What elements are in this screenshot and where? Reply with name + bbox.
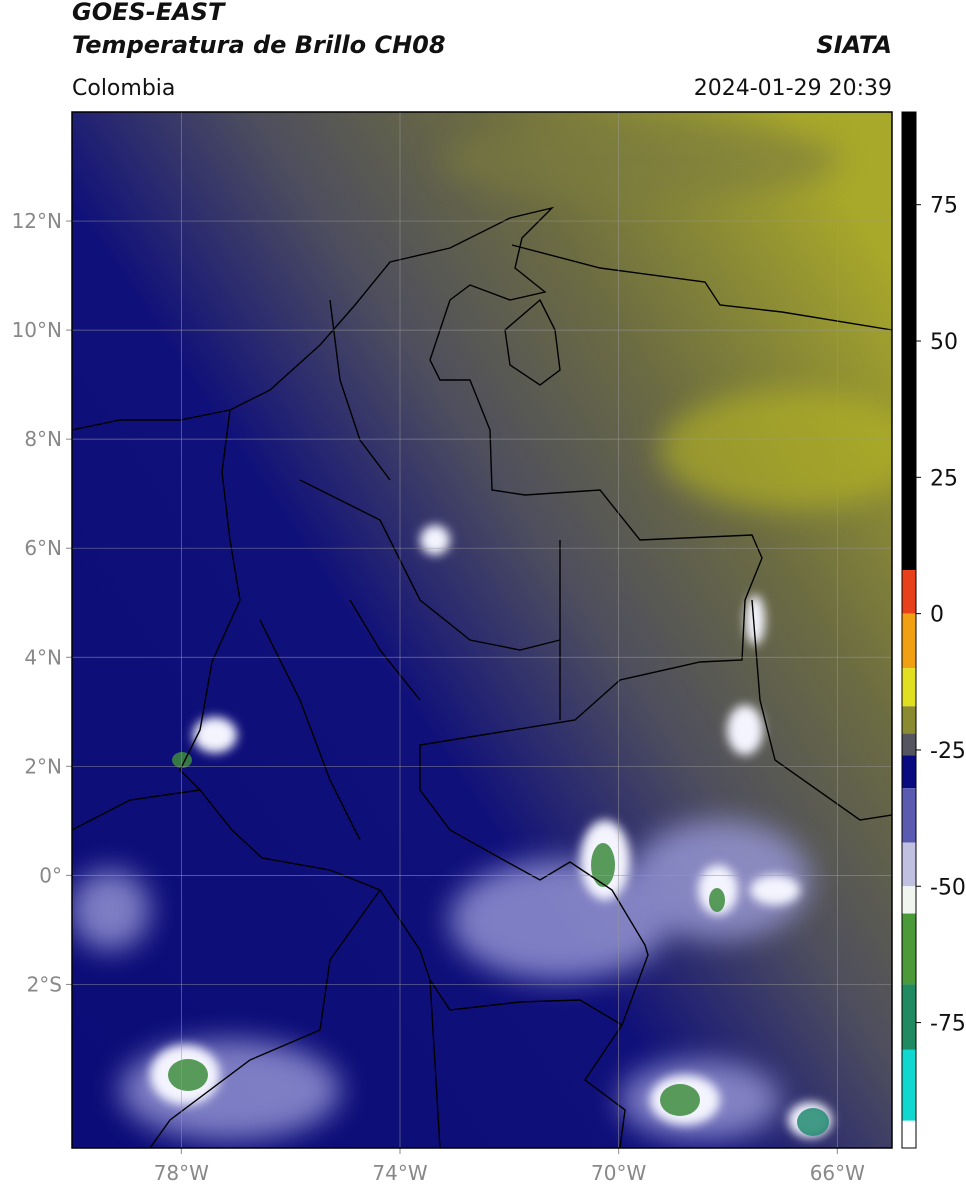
colorbar-segment bbox=[902, 913, 916, 985]
y-tick-label: 2°N bbox=[24, 754, 62, 778]
colorbar-segment bbox=[902, 112, 916, 571]
colorbar-segment bbox=[902, 886, 916, 914]
colorbar-segment bbox=[902, 706, 916, 734]
title: GOES-EAST bbox=[72, 0, 226, 26]
map-frame bbox=[71, 111, 893, 1149]
colorbar-segment bbox=[902, 733, 916, 756]
colorbar-tick-label: -25 bbox=[930, 739, 966, 764]
colorbar-segment bbox=[902, 668, 916, 707]
subtitle: Temperatura de Brillo CH08 bbox=[72, 31, 446, 59]
colorbar-segment bbox=[902, 570, 916, 614]
colorbar-segment bbox=[902, 1049, 916, 1121]
colorbar-tick-label: -50 bbox=[930, 875, 966, 900]
colorbar-segment bbox=[902, 984, 916, 1050]
colorbar-tick-label: -75 bbox=[930, 1012, 966, 1037]
y-tick-label: 4°N bbox=[24, 645, 62, 669]
grid: 78°W 74°W 70°W 66°W 12°N 10°N 8°N 6°N 4°N 2°N 0° 2°… bbox=[12, 112, 892, 1185]
colorbar-segment bbox=[902, 613, 916, 669]
y-tick-label: 12°N bbox=[12, 209, 62, 233]
colorbar-segment bbox=[902, 1120, 916, 1148]
y-tick-label: 8°N bbox=[24, 427, 62, 451]
x-tick-label: 74°W bbox=[372, 1161, 427, 1185]
region: Colombia bbox=[72, 76, 175, 101]
colorbar-segment bbox=[902, 842, 916, 887]
satellite-image bbox=[72, 112, 892, 1148]
datetime: 2024-01-29 20:39 bbox=[694, 76, 892, 101]
source: SIATA bbox=[816, 31, 892, 59]
colorbar-tick-label: 25 bbox=[930, 466, 958, 491]
y-tick-label: 10°N bbox=[12, 318, 62, 342]
colorbar-tick-label: 0 bbox=[930, 603, 944, 628]
colorbar-tick-label: 75 bbox=[930, 194, 958, 219]
colorbar: 75 50 25 0 -25 -50 -75 bbox=[901, 111, 966, 1149]
y-tick-label: 2°S bbox=[27, 972, 62, 996]
x-tick-label: 70°W bbox=[591, 1161, 646, 1185]
colorbar-tick-label: 50 bbox=[930, 330, 958, 355]
y-tick-label: 0° bbox=[39, 863, 62, 887]
colorbar-frame bbox=[901, 111, 917, 1149]
colorbar-segment bbox=[902, 788, 916, 843]
y-tick-label: 6°N bbox=[24, 536, 62, 560]
colorbar-segment bbox=[902, 755, 916, 789]
x-tick-label: 66°W bbox=[810, 1161, 865, 1185]
x-tick-label: 78°W bbox=[154, 1161, 209, 1185]
